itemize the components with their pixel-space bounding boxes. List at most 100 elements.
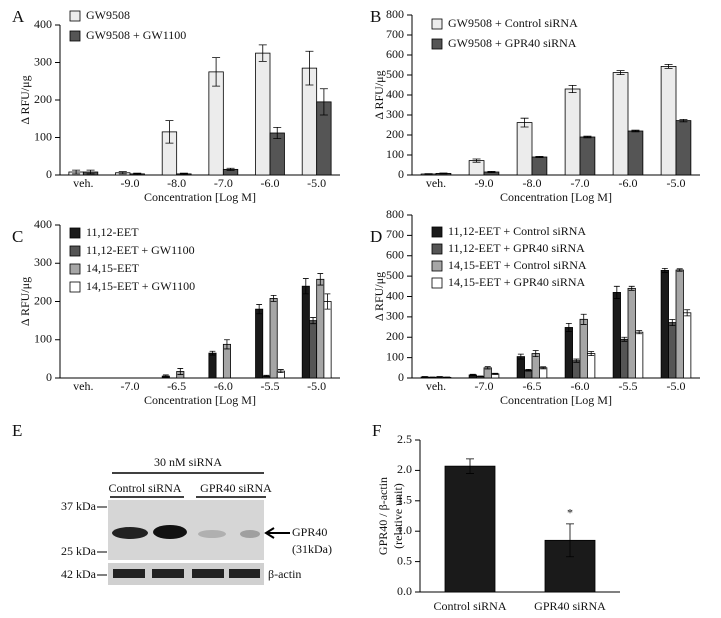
band	[192, 569, 224, 578]
bar	[255, 52, 271, 176]
legend-swatch	[431, 18, 443, 30]
y-tick-label: 200	[34, 92, 52, 106]
y-tick-label: 1.5	[397, 493, 412, 507]
y-tick-label: 800	[386, 207, 404, 221]
y-tick-label: 400	[386, 87, 404, 101]
y-tick-label: 0	[46, 167, 52, 181]
y-tick-label: 200	[386, 127, 404, 141]
y-tick-label: 600	[386, 47, 404, 61]
error-bar	[165, 120, 174, 144]
blot-title: 30 nM siRNA	[154, 455, 222, 469]
bar	[660, 270, 669, 379]
bar	[572, 360, 581, 379]
error-bar	[436, 376, 443, 378]
y-tick-label: 400	[386, 288, 404, 302]
band	[112, 527, 148, 539]
error-bar	[424, 173, 433, 175]
x-tick-label: -5.0	[667, 379, 686, 393]
error-bar	[631, 129, 640, 133]
y-tick-label: 700	[386, 227, 404, 241]
x-tick-label: veh.	[426, 379, 446, 393]
band	[198, 530, 226, 538]
bar	[564, 88, 581, 176]
y-tick-label: 0	[398, 370, 404, 384]
error-bar	[573, 358, 580, 363]
legend-swatch	[431, 260, 443, 272]
legend-label: 14,15-EET + GPR40 siRNA	[448, 275, 586, 289]
error-bar	[525, 369, 532, 372]
y-tick-label: 2.5	[397, 432, 412, 446]
x-tick-label: -9.0	[121, 176, 140, 190]
error-bar	[439, 172, 448, 175]
error-bar	[324, 293, 331, 310]
error-bar	[535, 156, 544, 158]
bar	[627, 287, 636, 379]
blot-panel: E 30 nM siRNA Control siRNA GPR40 siRNA …	[12, 421, 332, 585]
panel-letter: B	[370, 7, 381, 26]
loading-label: β-actin	[268, 567, 301, 581]
bar	[579, 136, 596, 176]
x-axis-label: Concentration [Log M]	[500, 190, 612, 204]
error-bar	[179, 172, 188, 176]
error-bar	[583, 135, 592, 139]
error-bar	[472, 158, 481, 163]
y-axis-label: GPR40 / β-actin	[376, 477, 390, 555]
legend-swatch	[69, 227, 81, 239]
bar	[660, 66, 677, 176]
bar	[208, 71, 224, 176]
bar	[301, 285, 310, 379]
error-bar	[616, 70, 625, 75]
x-tick-label: -6.5	[523, 379, 542, 393]
bar	[468, 160, 485, 176]
x-tick-label: -5.5	[619, 379, 638, 393]
panel-letter: E	[12, 421, 22, 440]
bar	[444, 465, 496, 593]
legend-swatch	[69, 10, 81, 22]
x-tick-label: -8.0	[523, 176, 542, 190]
error-bar	[469, 373, 476, 376]
bar	[323, 301, 332, 379]
marker-label: 42 kDa	[61, 567, 97, 581]
error-bar	[444, 376, 451, 379]
error-bar	[273, 126, 282, 140]
panel-letter: C	[12, 227, 23, 246]
bar	[675, 120, 692, 176]
error-bar	[429, 376, 436, 379]
error-bar	[302, 278, 309, 295]
legend-label: 11,12-EET + GPR40 siRNA	[448, 241, 585, 255]
x-tick-label: -7.0	[475, 379, 494, 393]
bar	[683, 312, 692, 379]
x-tick-label: veh.	[426, 176, 446, 190]
bar	[627, 130, 644, 176]
error-bar	[520, 117, 529, 128]
panel-letter: F	[372, 421, 381, 440]
legend-swatch	[431, 277, 443, 289]
y-tick-label: 200	[34, 293, 52, 307]
legend-label: 14,15-EET	[86, 261, 140, 275]
panel-letter: D	[370, 227, 382, 246]
legend-label: GW9508 + GPR40 siRNA	[448, 36, 577, 50]
bar	[612, 72, 629, 176]
legend-label: GW9508	[86, 8, 130, 22]
x-tick-label: -7.0	[214, 176, 233, 190]
bar	[635, 331, 644, 379]
bar	[539, 367, 548, 379]
error-bar	[305, 50, 314, 86]
error-bar	[477, 375, 484, 378]
bar	[620, 338, 629, 379]
band-label: GPR40	[292, 525, 327, 539]
bar	[516, 122, 533, 176]
x-tick-label: -7.0	[121, 379, 140, 393]
x-tick-label: -6.0	[214, 379, 233, 393]
y-axis-label: (relative unit)	[391, 483, 405, 549]
legend-label: 14,15-EET + GW1100	[86, 279, 195, 293]
bar	[531, 156, 548, 176]
bar	[269, 132, 285, 176]
error-bar	[162, 374, 169, 378]
bar	[612, 292, 621, 379]
x-tick-label: -6.5	[167, 379, 186, 393]
bar	[309, 320, 318, 379]
y-tick-label: 100	[386, 349, 404, 363]
error-bar	[277, 369, 284, 374]
x-tick-label: -7.0	[571, 176, 590, 190]
